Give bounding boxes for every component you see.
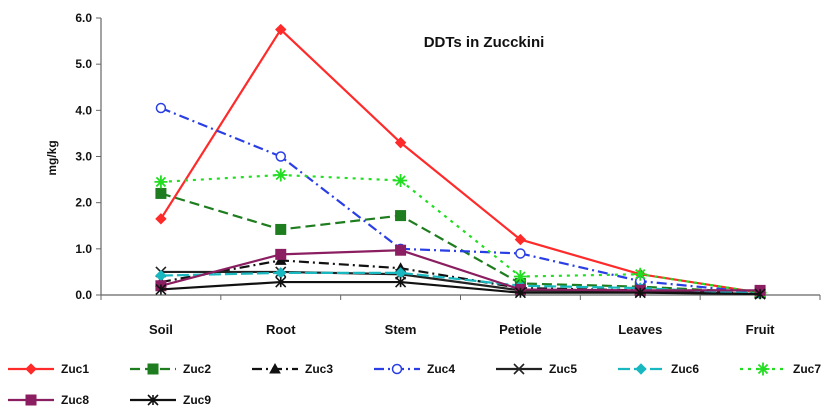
x-tick-label: Fruit [746, 322, 776, 337]
data-point [515, 248, 526, 259]
series-line [160, 280, 761, 296]
data-point [633, 267, 647, 281]
legend-item-zuc9: Zuc9 [130, 393, 211, 407]
data-point [155, 187, 167, 199]
y-tick-label: 1.0 [75, 242, 92, 256]
legend-item-zuc3: Zuc3 [252, 362, 333, 376]
legend-swatch-marker [513, 363, 525, 375]
series-line [160, 173, 761, 294]
data-point [634, 287, 646, 299]
y-tick-label: 6.0 [75, 11, 92, 25]
data-point [275, 248, 287, 260]
legend: Zuc1 Zuc2 Zuc3 Zuc4 Zuc5 Zuc6 Zuc7 Zuc8 Zuc9 [8, 362, 821, 407]
data-point [275, 23, 287, 36]
legend-item-zuc6: Zuc6 [618, 362, 699, 376]
data-point [155, 102, 167, 114]
series-zuc5 [155, 266, 766, 300]
x-tick-label: Leaves [618, 322, 662, 337]
data-point [754, 288, 766, 300]
legend-swatch-marker [756, 362, 770, 376]
data-point [395, 244, 407, 256]
legend-label: Zuc3 [305, 362, 333, 376]
data-point [275, 151, 286, 162]
y-tick-label: 0.0 [75, 288, 92, 302]
legend-item-zuc7: Zuc7 [740, 362, 821, 376]
legend-swatch-marker [391, 363, 403, 375]
data-point [394, 136, 407, 149]
data-point [154, 175, 168, 189]
series-zuc1 [155, 23, 766, 299]
data-point [514, 233, 527, 246]
data-point [514, 287, 526, 299]
series-line [160, 249, 761, 292]
series-zuc9 [155, 276, 766, 300]
x-tick-label: Soil [149, 322, 173, 337]
plot-area [154, 23, 767, 300]
series-line [160, 107, 761, 294]
legend-label: Zuc6 [671, 362, 699, 376]
series-line [160, 271, 761, 295]
data-point [275, 276, 287, 288]
legend-label: Zuc8 [61, 393, 89, 407]
legend-swatch-marker [25, 363, 37, 375]
series-line [159, 28, 761, 294]
legend-label: Zuc5 [549, 362, 577, 376]
legend-swatch-marker [147, 394, 159, 406]
legend-label: Zuc1 [61, 362, 89, 376]
y-tick-label: 2.0 [75, 196, 92, 210]
legend-item-zuc2: Zuc2 [130, 362, 211, 376]
legend-label: Zuc4 [427, 362, 455, 376]
data-point [155, 283, 167, 296]
data-point [394, 174, 408, 188]
data-point [395, 276, 407, 288]
series-zuc4 [155, 102, 766, 298]
legend-item-zuc4: Zuc4 [374, 362, 455, 376]
legend-label: Zuc9 [183, 393, 211, 407]
legend-label: Zuc2 [183, 362, 211, 376]
legend-item-zuc8: Zuc8 [8, 393, 89, 407]
legend-swatch-marker [147, 363, 159, 375]
data-point [274, 168, 288, 182]
data-point [274, 254, 287, 265]
y-tick-label: 5.0 [75, 57, 92, 71]
x-tick-label: Stem [385, 322, 417, 337]
y-tick-label: 3.0 [75, 150, 92, 164]
chart-title: DDTs in Zucckini [424, 34, 545, 51]
legend-swatch-marker [25, 394, 37, 406]
legend-item-zuc5: Zuc5 [496, 362, 577, 376]
legend-swatch-marker [269, 362, 281, 374]
y-axis-label: mg/kg [45, 140, 59, 175]
data-point [395, 210, 407, 222]
y-tick-label: 4.0 [75, 103, 92, 117]
axes: 0.0 1.0 2.0 3.0 4.0 5.0 6.0 Soil Root Stem Petiole… [75, 11, 821, 337]
data-point [155, 213, 167, 225]
x-tick-label: Root [266, 322, 296, 337]
legend-item-zuc1: Zuc1 [8, 362, 89, 376]
legend-swatch-marker [635, 363, 647, 375]
x-tick-label: Petiole [499, 322, 542, 337]
legend-label: Zuc7 [793, 362, 821, 376]
data-point [275, 223, 287, 235]
data-point [513, 270, 527, 284]
series-line [160, 270, 761, 296]
